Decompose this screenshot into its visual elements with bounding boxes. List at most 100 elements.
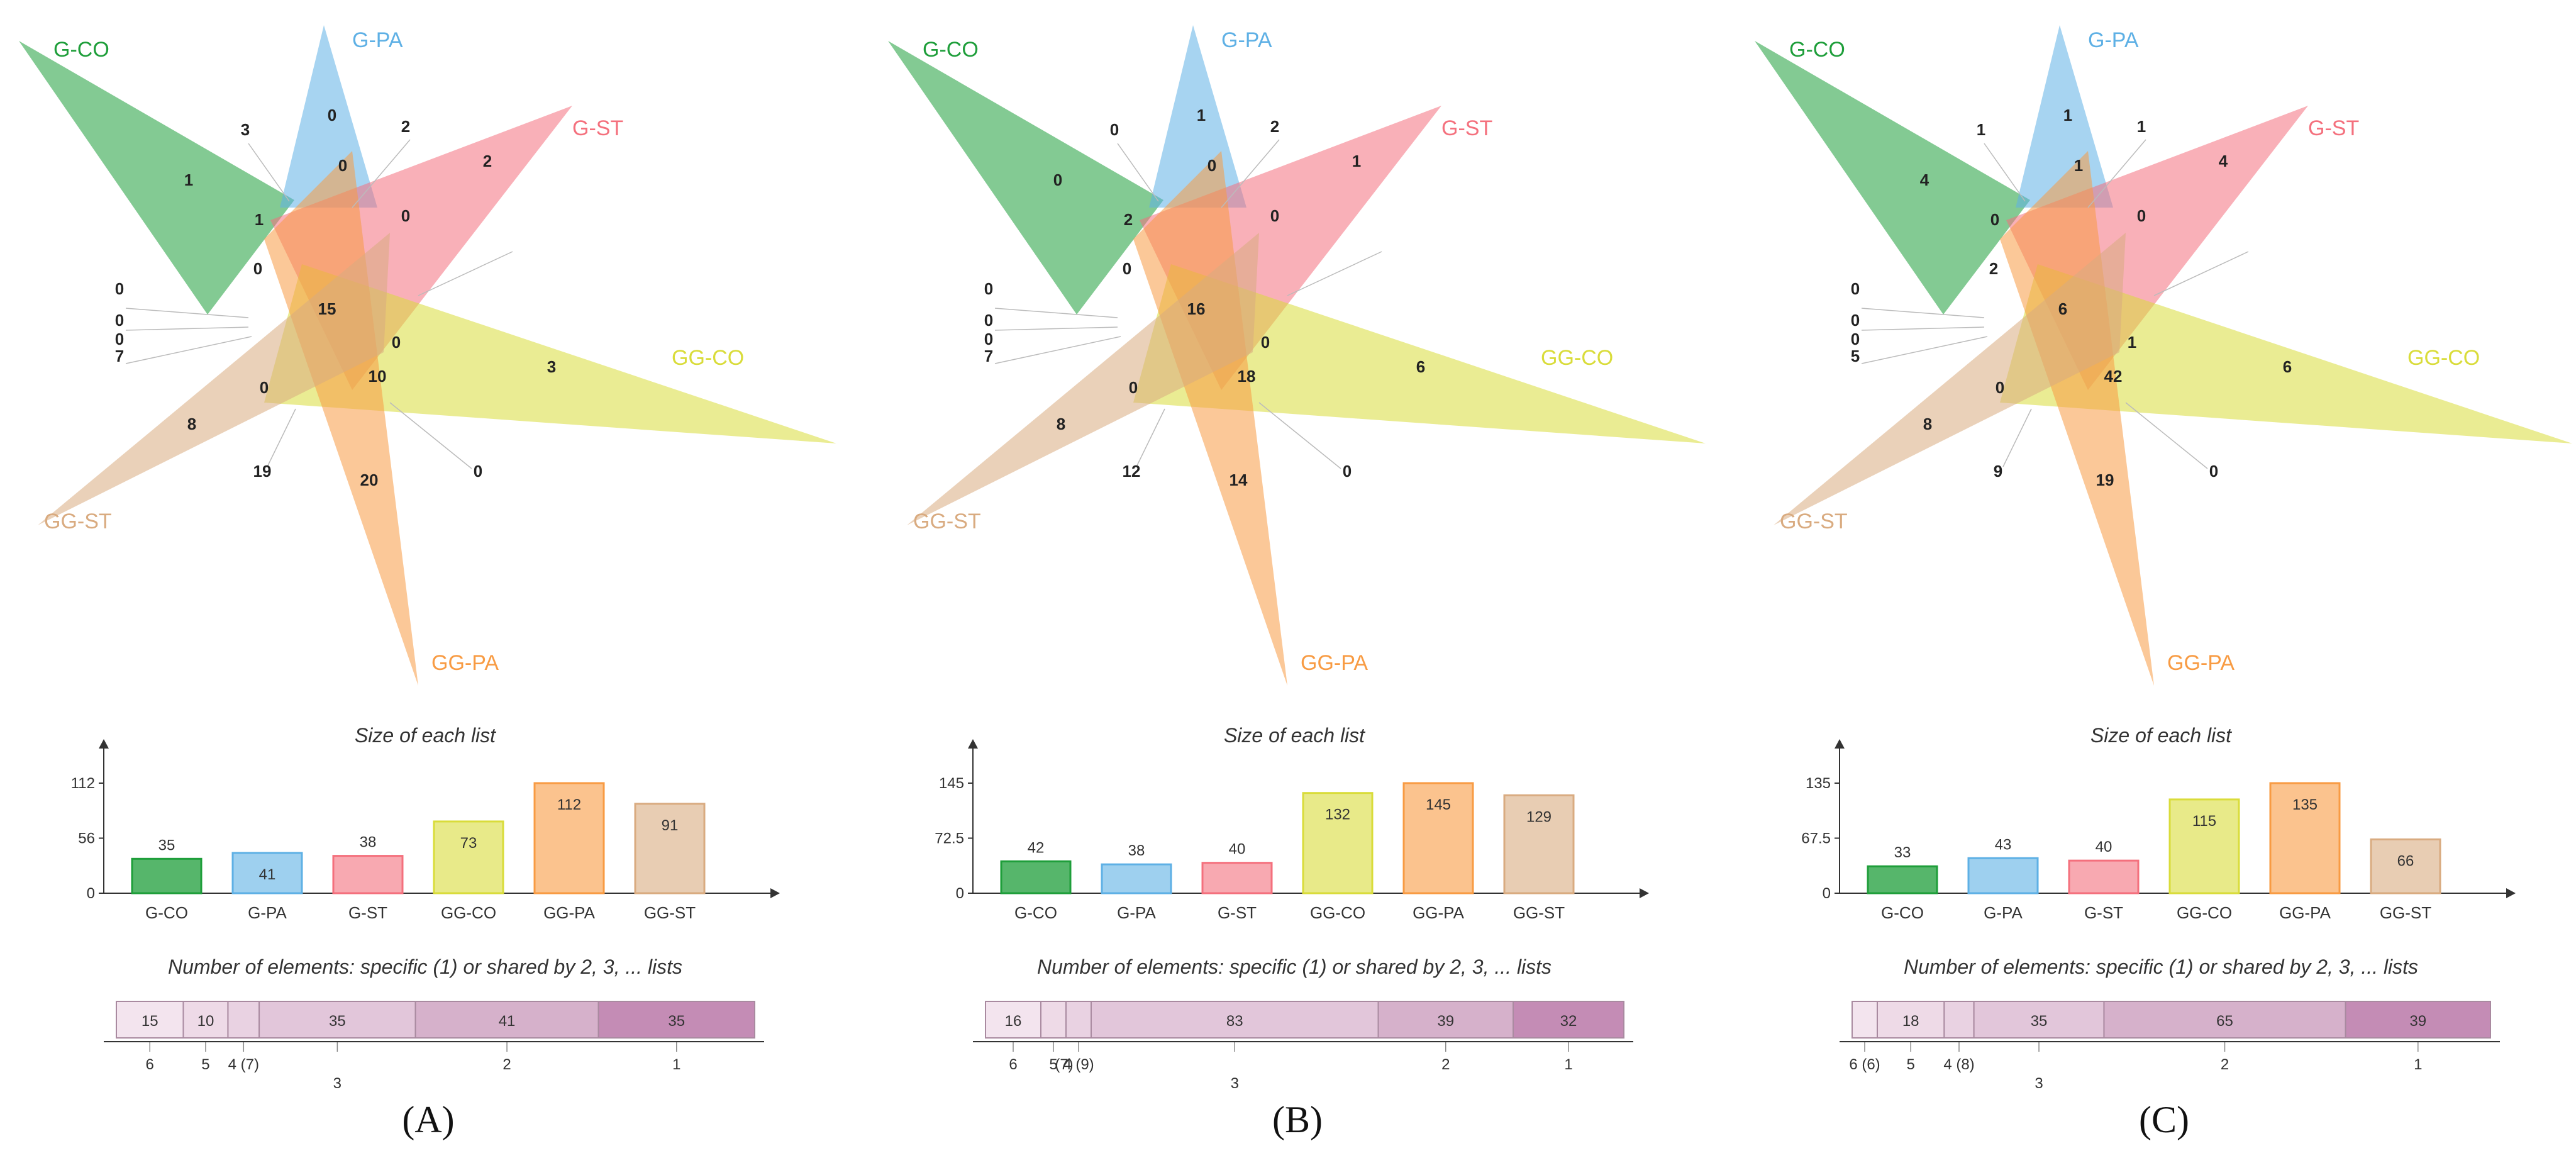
bar-g-pa (231, 852, 303, 894)
list-size-chart: Size of each list 0 72.5 145 42 G-CO 38 G-PA 40 G… (935, 724, 1649, 922)
bar-value-label: 43 (1995, 836, 2012, 853)
x-tick-label: GG-ST (1513, 903, 1565, 922)
venn-region-count: 0 (115, 311, 124, 330)
venn-set-gg-pa (264, 151, 418, 686)
venn-set-label: G-CO (923, 38, 979, 62)
x-tick-label: G-PA (248, 903, 287, 922)
venn-region-count: 1 (2128, 333, 2136, 352)
venn-region-count: 0 (474, 462, 482, 481)
venn-region-count: 2 (483, 152, 492, 170)
venn-region-count: 6 (1416, 357, 1425, 376)
venn-region-count: 7 (115, 347, 124, 365)
y-tick-label: 145 (939, 775, 964, 792)
venn-region-count: 10 (369, 367, 387, 386)
venn-region-count: 8 (1057, 415, 1065, 433)
bar-g-pa (1101, 863, 1172, 894)
x-tick-label: GG-CO (2177, 903, 2232, 922)
venn-region-count: 6 (2283, 357, 2292, 376)
bar-g-pa (1967, 857, 2039, 894)
bar-gg-st (2370, 838, 2441, 894)
segment-value-label: 35 (668, 1013, 685, 1030)
shared-segment (2103, 1001, 2346, 1039)
segment-label: 1 (2414, 1056, 2422, 1073)
venn-set-label: GG-CO (1541, 346, 1613, 370)
x-tick-label: GG-ST (644, 903, 696, 922)
segment-value-label: 32 (1560, 1013, 1577, 1030)
venn-region-count: 0 (338, 156, 347, 175)
venn-region-count: 6 (2058, 299, 2067, 318)
x-axis-arrow (2506, 888, 2516, 898)
segment-label: 1 (1564, 1056, 1572, 1073)
venn-region-count: 1 (2063, 106, 2072, 125)
shared-segment (258, 1001, 416, 1039)
shared-segment (1377, 1001, 1514, 1039)
y-tick-label: 0 (956, 885, 964, 902)
venn-region-count: 0 (1129, 378, 1138, 397)
segment-value-label: 39 (2409, 1013, 2426, 1030)
leader-line (2125, 402, 2208, 469)
leader-line (994, 326, 1118, 331)
venn-region-count: 14 (1230, 471, 1248, 489)
venn-region-count: 1 (255, 210, 264, 229)
venn-region-count: 0 (984, 311, 993, 330)
venn-set-label: GG-CO (2407, 346, 2480, 370)
venn-set-label: GG-PA (2167, 651, 2235, 675)
x-tick-label: G-PA (1984, 903, 2023, 922)
leader-line (248, 143, 290, 202)
venn-region-count: 4 (1920, 170, 1929, 189)
shared-segment (1040, 1001, 1067, 1039)
segment-value-label: 35 (2031, 1013, 2048, 1030)
bar-g-st (2068, 859, 2140, 894)
venn-region-count: 9 (1994, 462, 2002, 481)
shared-segment (227, 1001, 260, 1039)
bar-value-label: 91 (662, 817, 679, 834)
bar-gg-pa (533, 782, 605, 894)
venn-region-count: 3 (241, 120, 250, 139)
venn-set-label: GG-PA (431, 651, 499, 675)
venn-region-count: 0 (1270, 206, 1279, 225)
bar-value-label: 145 (1426, 796, 1451, 813)
venn-set-gg-co (1133, 264, 1706, 443)
shared-segment (597, 1001, 755, 1039)
venn-set-label: G-ST (2308, 116, 2359, 140)
y-tick-label: 72.5 (935, 830, 964, 847)
venn-region-count: 0 (1123, 259, 1131, 278)
venn-region-count: 0 (1053, 170, 1062, 189)
bar-value-label: 135 (2292, 796, 2318, 813)
venn-set-gg-st (38, 233, 390, 525)
segment-value-label: 35 (329, 1013, 346, 1030)
venn-region-count: 0 (253, 259, 262, 278)
venn-region-count: 0 (115, 279, 124, 298)
venn-region-count: 1 (1352, 152, 1361, 170)
bar-value-label: 40 (1229, 841, 1246, 858)
bar-chart-title: Size of each list (2090, 724, 2232, 747)
leader-line (389, 402, 472, 469)
list-size-chart: Size of each list 0 56 112 35 G-CO 41 G-PA 38 G-S… (71, 724, 780, 922)
leader-line (1861, 336, 1988, 364)
venn-region-count: 19 (253, 462, 272, 481)
venn-region-count: 2 (1989, 259, 1998, 278)
venn-set-gg-co (264, 264, 836, 443)
venn-region-count: 2 (1124, 210, 1133, 229)
segment-label: 2 (502, 1056, 511, 1073)
segment-value-label: 15 (142, 1013, 158, 1030)
venn-region-count: 18 (1238, 367, 1256, 386)
leader-line (1221, 139, 1280, 208)
venn-region-count: 0 (2209, 462, 2218, 481)
venn-set-label: GG-CO (672, 346, 744, 370)
shared-segment (1513, 1001, 1624, 1039)
bar-g-co (1000, 860, 1072, 894)
leader-line (1117, 143, 1159, 202)
x-axis-arrow (1640, 888, 1649, 898)
venn-region-count: 15 (318, 299, 336, 318)
venn-set-label: G-PA (1221, 28, 1272, 52)
venn-region-count: 0 (984, 279, 993, 298)
x-tick-label: GG-CO (1310, 903, 1365, 922)
bar-value-label: 35 (158, 837, 175, 854)
segment-label: 4 (9) (1063, 1056, 1094, 1073)
venn-region-count: 7 (984, 347, 993, 365)
